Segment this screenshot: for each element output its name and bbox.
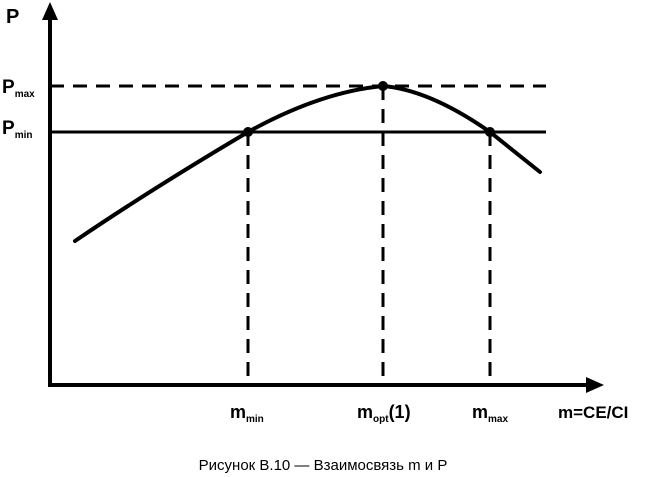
m-opt-label: mopt(1) bbox=[357, 402, 411, 425]
x-axis-arrow bbox=[586, 377, 604, 393]
m-min-point bbox=[243, 127, 253, 137]
m-opt-point bbox=[378, 81, 388, 91]
m-max-label: mmax bbox=[472, 402, 508, 425]
m-max-point bbox=[485, 127, 495, 137]
figure-caption: Рисунок В.10 — Взаимосвязь m и P bbox=[199, 457, 448, 474]
p-max-label: Pmax bbox=[2, 77, 35, 100]
p-min-label: Pmin bbox=[2, 118, 32, 141]
y-axis-arrow bbox=[42, 2, 58, 20]
m-min-label: mmin bbox=[230, 402, 264, 425]
x-axis-label: m=CE/CI bbox=[558, 403, 628, 422]
p-of-m-curve bbox=[73, 83, 542, 243]
y-axis-label: P bbox=[6, 6, 19, 28]
